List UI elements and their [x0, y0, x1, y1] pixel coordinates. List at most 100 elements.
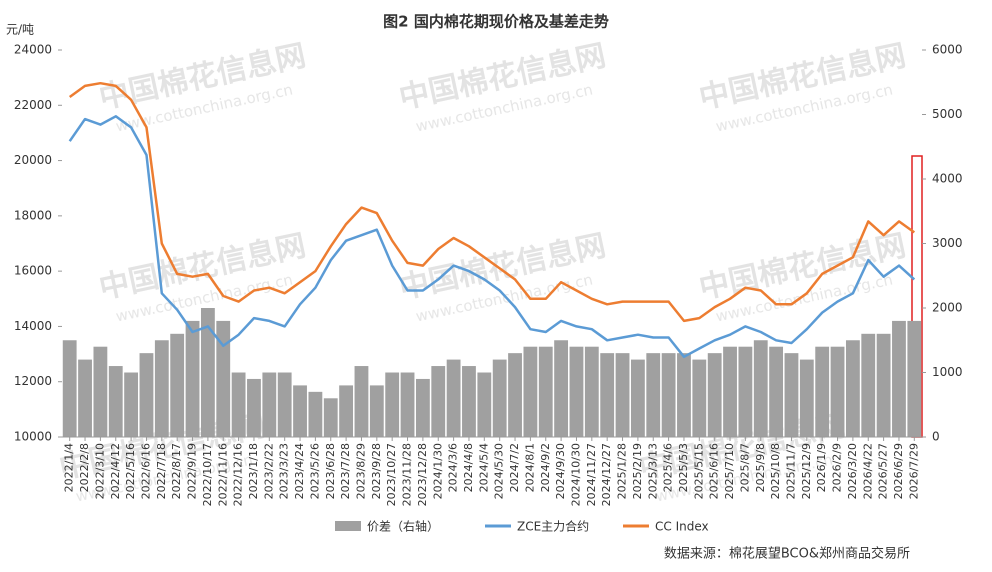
x-tick-label: 2024/7/2	[508, 443, 521, 492]
x-tick-label: 2022/12/16	[232, 443, 245, 506]
y2-tick-label: 5000	[932, 107, 963, 121]
y2-tick-label: 4000	[932, 172, 963, 186]
x-tick-label: 2023/1/18	[247, 443, 260, 499]
spread-bar	[738, 346, 753, 437]
spread-bar	[369, 385, 384, 437]
spread-bar	[200, 308, 215, 437]
spread-bar	[753, 340, 768, 437]
spread-bar	[262, 372, 277, 437]
spread-bar	[523, 346, 538, 437]
y-tick-label: 12000	[14, 374, 52, 388]
y2-tick-label: 2000	[932, 301, 963, 315]
spread-bar	[861, 333, 876, 437]
x-tick-label: 2025/11/7	[784, 443, 797, 499]
x-tick-label: 2025/8/7	[738, 443, 751, 492]
x-tick-label: 2025/7/10	[723, 443, 736, 499]
y2-tick-label: 6000	[932, 43, 963, 57]
x-tick-label: 2024/5/30	[493, 443, 506, 499]
spread-bar	[277, 372, 292, 437]
x-tick-label: 2024/11/27	[585, 443, 598, 506]
spread-bar	[661, 353, 676, 437]
x-tick-label: 2022/8/17	[170, 443, 183, 499]
y-tick-label: 14000	[14, 319, 52, 333]
spread-bar	[569, 346, 584, 437]
y-axis-label: 元/吨	[6, 23, 34, 37]
x-tick-label: 2022/3/10	[93, 443, 106, 499]
x-tick-label: 2026/1/9	[815, 443, 828, 492]
legend-swatch	[335, 521, 361, 531]
spread-bar	[93, 346, 108, 437]
x-tick-label: 2023/10/27	[385, 443, 398, 506]
x-tick-label: 2022/9/19	[186, 443, 199, 499]
spread-bar	[584, 346, 599, 437]
x-tick-label: 2024/10/30	[569, 443, 582, 506]
spread-bar	[462, 366, 476, 437]
x-tick-label: 2024/9/30	[554, 443, 567, 499]
spread-bar	[815, 346, 830, 437]
spread-bar	[62, 340, 77, 437]
x-tick-label: 2026/3/20	[846, 443, 859, 499]
x-tick-label: 2023/6/28	[324, 443, 337, 499]
spread-bar	[446, 359, 461, 437]
y-tick-label: 16000	[14, 264, 52, 278]
price-line	[68, 115, 916, 359]
spread-bar	[769, 346, 784, 437]
spread-bar	[431, 366, 446, 437]
spread-bar	[124, 372, 139, 437]
x-tick-label: 2023/3/23	[278, 443, 291, 499]
y-tick-label: 10000	[14, 430, 52, 444]
spread-bar	[784, 353, 799, 437]
y-tick-label: 24000	[14, 43, 52, 57]
spread-bar	[216, 320, 231, 437]
x-tick-label: 2024/3/6	[447, 443, 460, 492]
x-tick-label: 2023/9/28	[370, 443, 383, 499]
spread-bar	[231, 372, 246, 437]
x-tick-label: 2025/5/3	[677, 443, 690, 492]
spread-bar	[154, 340, 169, 437]
x-tick-label: 2026/2/9	[831, 443, 844, 492]
x-tick-label: 2023/8/29	[354, 443, 367, 499]
spread-bar	[892, 320, 906, 437]
spread-bar	[139, 353, 154, 437]
spread-bar	[293, 385, 307, 437]
spread-bar	[508, 353, 522, 437]
spread-bar	[78, 359, 92, 437]
spread-bar	[630, 359, 645, 437]
x-tick-label: 2025/3/13	[646, 443, 659, 499]
spread-bar	[108, 366, 123, 437]
y2-tick-label: 0	[932, 430, 940, 444]
spread-bar	[247, 378, 261, 437]
legend-label: ZCE主力合约	[517, 519, 589, 534]
spread-bar	[385, 372, 400, 437]
spread-bar	[554, 340, 569, 437]
spread-bar	[400, 372, 415, 437]
y-tick-label: 20000	[14, 153, 52, 167]
x-tick-label: 2022/7/18	[155, 443, 168, 499]
x-tick-label: 2022/5/16	[124, 443, 137, 499]
chart-title: 图2 国内棉花期现价格及基差走势	[383, 13, 609, 31]
x-tick-label: 2022/11/16	[216, 443, 229, 506]
x-tick-label: 2023/7/28	[339, 443, 352, 499]
x-tick-label: 2022/2/8	[78, 443, 91, 492]
x-tick-label: 2025/9/8	[754, 443, 767, 492]
spread-bar	[354, 366, 369, 437]
x-tick-label: 2022/4/12	[109, 443, 122, 499]
spread-bar	[308, 391, 323, 437]
spread-bar	[646, 353, 661, 437]
x-tick-label: 2024/8/1	[523, 443, 536, 492]
x-tick-label: 2022/10/17	[201, 443, 214, 506]
x-tick-label: 2026/7/29	[907, 443, 920, 499]
y2-tick-label: 3000	[932, 236, 963, 250]
x-tick-label: 2022/6/16	[139, 443, 152, 499]
x-tick-label: 2023/2/22	[262, 443, 275, 499]
spread-bar	[185, 320, 200, 437]
spread-bar	[799, 359, 814, 437]
x-tick-label: 2026/6/29	[892, 443, 905, 499]
x-tick-label: 2024/5/4	[477, 443, 490, 492]
spread-bar	[492, 359, 507, 437]
spread-bar	[723, 346, 737, 437]
x-tick-label: 2025/10/8	[769, 443, 782, 499]
source: 数据来源：棉花展望BCO&郑州商品交易所	[664, 546, 910, 562]
spread-bar	[600, 353, 615, 437]
